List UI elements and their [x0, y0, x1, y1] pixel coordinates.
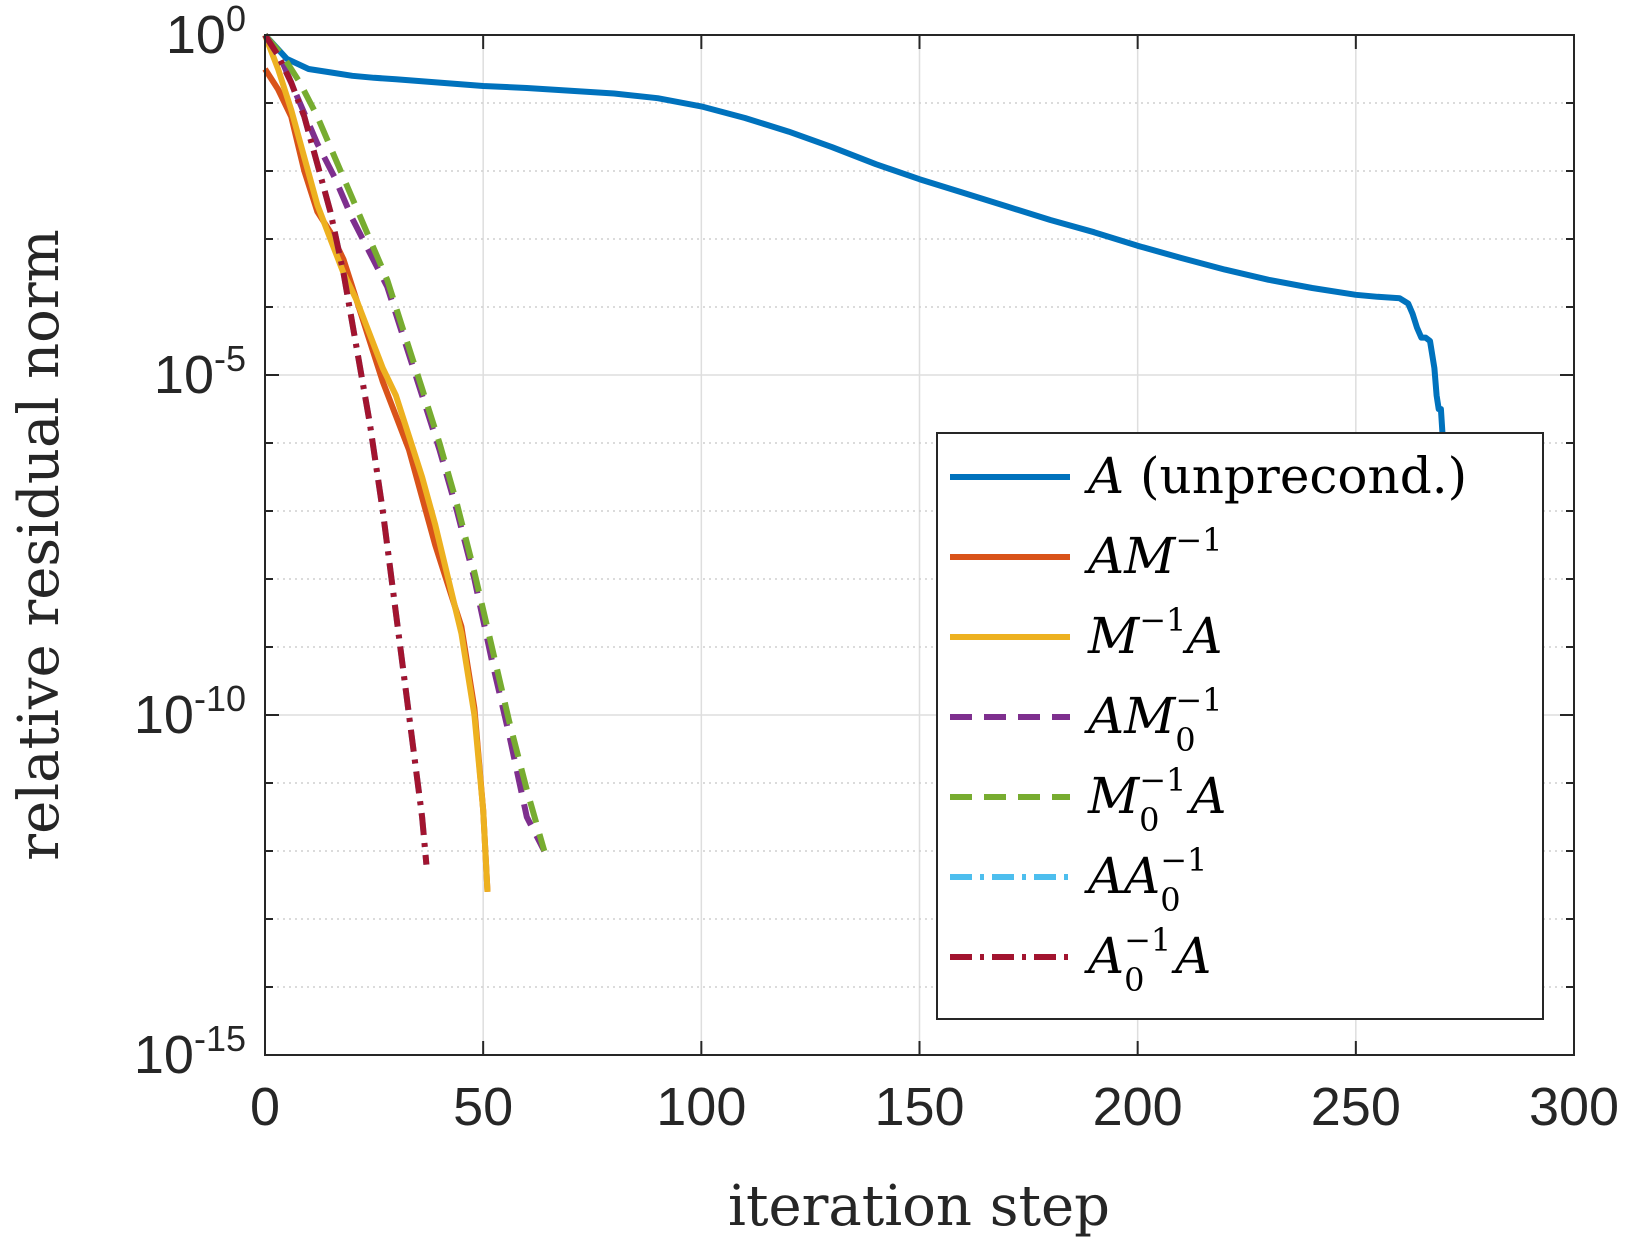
legend-label: AM−1	[1084, 521, 1222, 585]
y-tick-label: 10-5	[154, 338, 246, 405]
series-line-M-0-1-A	[262, 33, 548, 852]
x-tick-label: 0	[250, 1077, 280, 1137]
x-axis-title: iteration step	[728, 1174, 1110, 1239]
y-tick-label: 10-10	[134, 678, 246, 745]
legend-label: AM−1 0	[1084, 681, 1222, 759]
series-line-A-unprecond-	[262, 32, 1451, 505]
legend-label: AA−1 0	[1084, 841, 1207, 919]
x-tick-label: 200	[1093, 1077, 1183, 1137]
x-tick-label: 250	[1311, 1077, 1401, 1137]
series-line-M-1-A	[262, 33, 491, 892]
legend-label: M−1A	[1087, 601, 1222, 665]
x-tick-label: 300	[1529, 1077, 1619, 1137]
legend-box	[936, 432, 1544, 1020]
series-layer	[262, 32, 1451, 892]
legend-label: A−1 0 A	[1084, 921, 1211, 999]
y-tick-labels: 100 10-5 10-10 10-15	[134, 0, 246, 1085]
x-tick-labels: 0 50 100 150 200 250 300	[250, 1077, 1619, 1137]
series-line-AM-0-1	[262, 33, 547, 853]
legend-label: A (unprecond.)	[1084, 447, 1467, 505]
y-tick-label: 100	[166, 0, 246, 65]
y-tick-label: 10-15	[134, 1018, 246, 1085]
ticks	[264, 34, 1575, 1056]
x-tick-label: 150	[874, 1077, 964, 1137]
x-tick-label: 100	[656, 1077, 746, 1137]
legend-label: M−1 0 A	[1087, 761, 1226, 839]
legend: A (unprecond.) AM−1 M−1A AM−1 0M−1 0 AAA−1 0A−1…	[936, 432, 1544, 1020]
series-line-A-0-1-A	[262, 33, 430, 865]
y-axis-title: relative residual norm	[7, 229, 72, 860]
x-tick-label: 50	[453, 1077, 513, 1137]
